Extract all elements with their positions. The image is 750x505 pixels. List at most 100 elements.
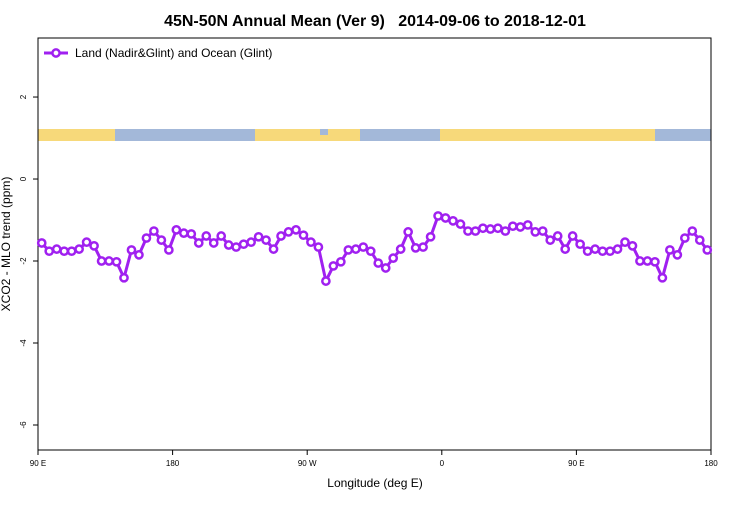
data-point [507, 221, 518, 232]
data-point [500, 226, 511, 236]
data-point [276, 231, 286, 241]
x-tick-label: 180 [166, 459, 180, 468]
y-tick-label: 0 [19, 176, 28, 181]
data-point [44, 246, 55, 257]
data-point [440, 213, 451, 223]
data-point [590, 244, 600, 254]
data-point [672, 250, 683, 260]
y-tick-label: -2 [19, 257, 28, 265]
data-point [635, 256, 645, 266]
data-point [186, 229, 197, 239]
data-point [223, 240, 234, 250]
data-point [642, 256, 653, 266]
data-point [313, 242, 324, 252]
data-point [575, 239, 585, 250]
y-tick-label: -4 [19, 339, 28, 347]
data-point [208, 238, 219, 248]
data-point [582, 246, 593, 257]
data-point [231, 242, 242, 252]
data-point [522, 220, 533, 230]
data-point [178, 228, 189, 238]
data-point [59, 246, 70, 257]
data-point [380, 263, 391, 273]
data-point [403, 227, 413, 237]
data-point [193, 238, 204, 248]
legend-marker [51, 48, 61, 58]
data-point [478, 223, 488, 234]
x-tick-label: 0 [440, 459, 445, 468]
data-point [298, 230, 309, 241]
y-tick-label: 2 [19, 94, 28, 99]
data-point [605, 246, 615, 257]
data-point [425, 231, 436, 242]
data-point [291, 225, 301, 235]
data-point [253, 231, 264, 242]
x-axis-label: Longitude (deg E) [327, 476, 422, 490]
data-point [493, 223, 503, 234]
data-point [336, 256, 346, 267]
x-tick-label: 180 [704, 459, 718, 468]
data-point [665, 245, 675, 255]
data-point [261, 235, 271, 245]
data-point [104, 256, 114, 266]
data-point [171, 225, 182, 235]
data-point [36, 238, 47, 248]
data-point [679, 233, 690, 243]
data-point [388, 253, 399, 263]
data-point [238, 239, 249, 250]
data-point [358, 242, 369, 252]
data-point [74, 244, 84, 254]
data-point [201, 231, 212, 241]
data-point [612, 244, 623, 254]
data-point [515, 222, 526, 232]
data-point [627, 240, 638, 251]
data-point [567, 231, 578, 241]
chart-title: 45N-50N Annual Mean (Ver 9) 2014-09-06 t… [164, 13, 586, 30]
y-axis-label: XCO2 - MLO trend (ppm) [0, 177, 13, 312]
data-point [530, 227, 541, 237]
data-point [141, 233, 152, 243]
data-point [702, 245, 713, 255]
data-point [156, 235, 167, 245]
data-point [343, 245, 354, 255]
data-point [597, 246, 608, 257]
data-point [306, 237, 316, 248]
x-tick-label: 90 W [298, 459, 317, 468]
data-point [448, 215, 458, 226]
legend-label: Land (Nadir&Glint) and Ocean (Glint) [75, 46, 272, 60]
map-strip [38, 129, 711, 141]
data-point [485, 224, 496, 234]
data-point [560, 244, 571, 254]
data-point [321, 276, 331, 286]
data-point [650, 256, 660, 267]
data-point [455, 219, 466, 229]
data-point [246, 237, 256, 248]
data-point [328, 261, 339, 271]
data-point [687, 226, 698, 236]
data-point [66, 246, 77, 257]
data-point [51, 244, 62, 254]
x-tick-label: 90 E [568, 459, 584, 468]
data-point [620, 237, 630, 248]
data-point [410, 243, 421, 253]
data-point [350, 244, 361, 254]
data-point [283, 227, 294, 237]
data-point [119, 272, 129, 283]
x-tick-label: 90 E [30, 459, 46, 468]
data-point [89, 240, 99, 251]
data-point [694, 235, 705, 245]
data-point [545, 235, 556, 245]
data-point [268, 244, 279, 254]
data-point [433, 211, 443, 221]
data-point [552, 231, 563, 241]
data-point [149, 226, 159, 236]
data-point [216, 231, 227, 241]
data-point [418, 242, 428, 252]
data-point [463, 226, 473, 236]
data-point [81, 237, 92, 248]
data-point [537, 226, 548, 236]
data-point [373, 258, 384, 268]
data-point [657, 272, 668, 283]
data-point [365, 246, 376, 257]
